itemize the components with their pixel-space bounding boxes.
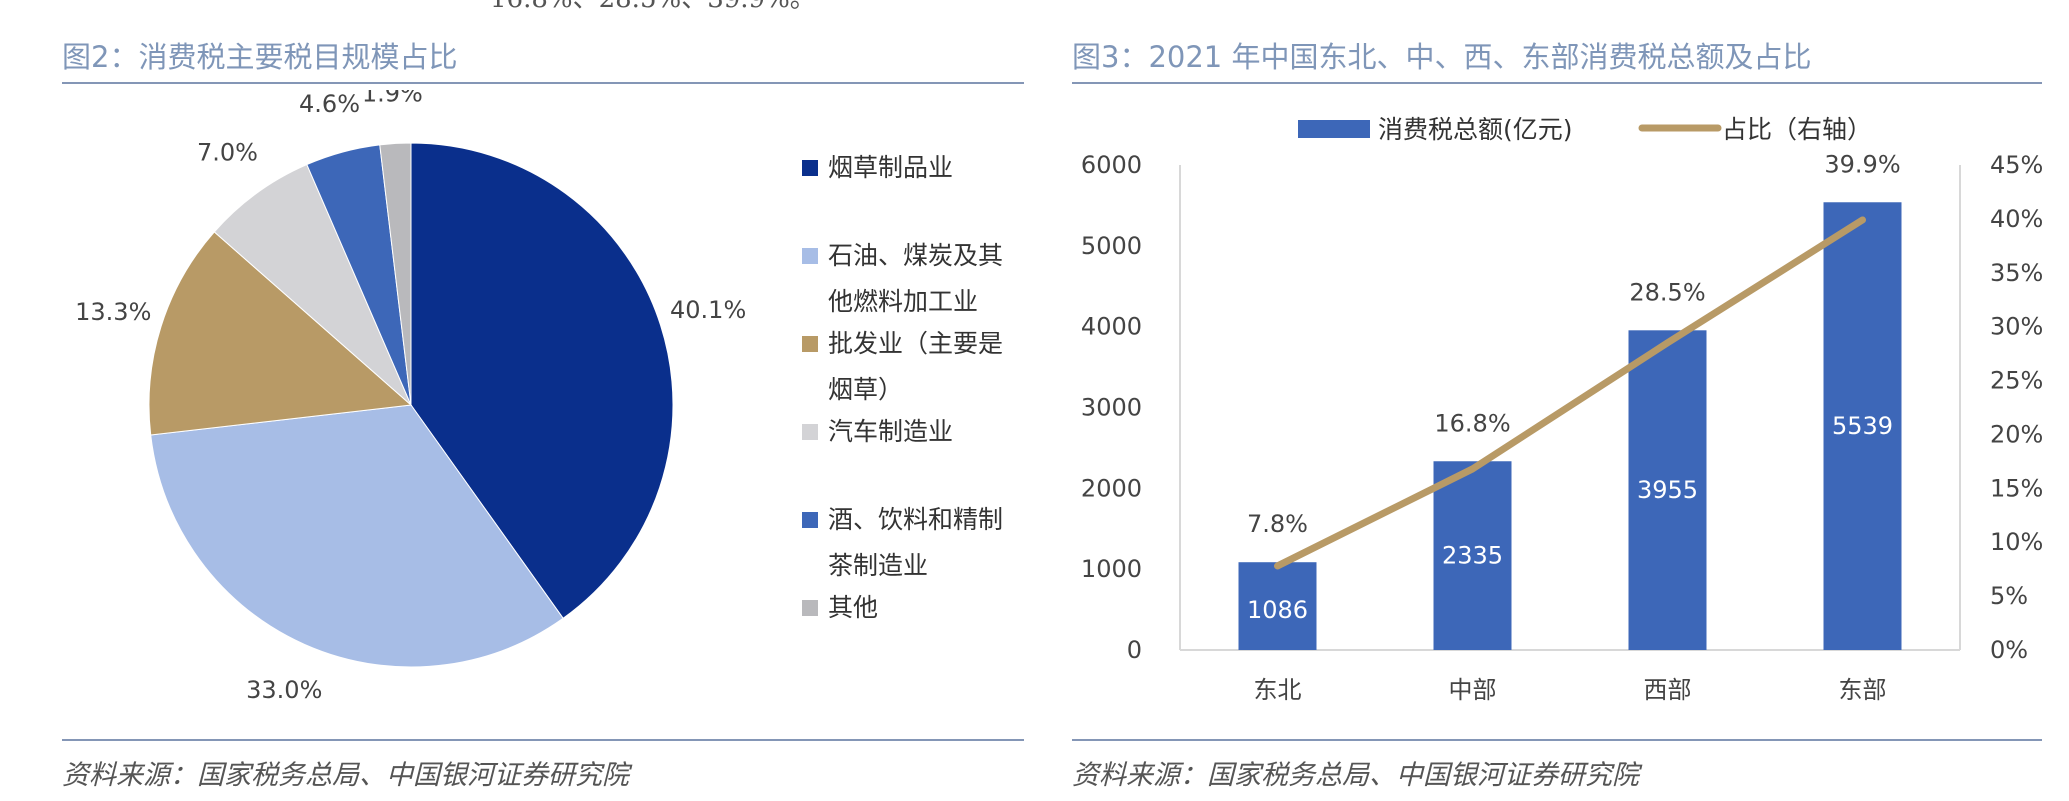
y-right-tick-label: 45% [1990, 151, 2043, 179]
y-right-tick-label: 15% [1990, 474, 2043, 502]
pie-slice [379, 142, 412, 406]
y-right-tick-label: 0% [1990, 636, 2028, 664]
pie-slice [150, 404, 564, 668]
legend-swatch [802, 160, 818, 176]
legend-label: 批发业（主要是 [828, 329, 1003, 358]
legend-label: 酒、饮料和精制 [828, 505, 1003, 534]
y-left-tick-label: 1000 [1081, 555, 1142, 583]
line-data-label: 7.8% [1247, 510, 1308, 538]
legend-label: 烟草制品业 [828, 153, 953, 182]
bar-value-label: 2335 [1442, 542, 1503, 570]
pie-data-label: 7.0% [197, 139, 258, 167]
y-left-tick-label: 4000 [1081, 313, 1142, 341]
y-right-tick-label: 20% [1990, 420, 2043, 448]
legend-swatch [802, 248, 818, 264]
x-tick-label: 东北 [1254, 676, 1302, 704]
share-line [1274, 216, 1866, 570]
legend-swatch [802, 600, 818, 616]
y-left-tick-label: 6000 [1081, 151, 1142, 179]
legend-swatch [802, 336, 818, 352]
y-left-tick-label: 3000 [1081, 394, 1142, 422]
pie-chart-source: 资料来源：国家税务总局、中国银河证券研究院 [62, 760, 629, 791]
y-right-tick-label: 35% [1990, 259, 2043, 287]
legend-swatch [802, 512, 818, 528]
legend-swatch-bar [1298, 120, 1370, 138]
line-data-label: 16.8% [1434, 409, 1510, 437]
bar-line-chart: 0 1000 2000 3000 4000 5000 6000 0% 5% 10% 15% 20% 25… [1081, 115, 2043, 704]
legend-label: 他燃料加工业 [828, 287, 978, 316]
legend-label: 茶制造业 [828, 551, 928, 580]
source-rule-left [62, 739, 1024, 741]
y-left-tick-label: 0 [1127, 636, 1142, 664]
y-left-tick-label: 2000 [1081, 474, 1142, 502]
y-right-tick-label: 30% [1990, 313, 2043, 341]
x-tick-label: 西部 [1644, 676, 1692, 704]
pie-data-label: 4.6% [299, 90, 360, 118]
pie-data-label: 1.9% [362, 90, 423, 108]
title-rule-right [1072, 82, 2042, 84]
legend-label: 其他 [828, 593, 878, 622]
bar [1628, 330, 1707, 650]
pie-chart-title: 图2：消费税主要税目规模占比 [62, 40, 458, 74]
x-tick-label: 中部 [1449, 676, 1497, 704]
line-data-label: 39.9% [1824, 150, 1900, 178]
pie-data-label: 40.1% [670, 296, 746, 324]
line-data-label: 28.5% [1629, 278, 1705, 306]
y-right-tick-label: 25% [1990, 367, 2043, 395]
y-right-tick-label: 40% [1990, 205, 2043, 233]
pie-slice [213, 163, 412, 406]
pie-slice [148, 231, 413, 436]
bar-value-label: 5539 [1832, 412, 1893, 440]
bar [1433, 461, 1512, 650]
pie-slice [410, 142, 674, 620]
legend-label: 石油、煤炭及其 [828, 241, 1003, 270]
legend-label: 汽车制造业 [828, 417, 953, 446]
y-right-tick-label: 5% [1990, 582, 2028, 610]
bar-value-label: 1086 [1247, 596, 1308, 624]
title-rule-left [62, 82, 1024, 84]
bar-value-label: 3955 [1637, 476, 1698, 504]
pie-data-label: 33.0% [246, 676, 322, 704]
x-tick-label: 东部 [1839, 676, 1887, 704]
legend-label-bar: 消费税总额(亿元) [1378, 115, 1573, 144]
legend-label: 烟草） [828, 375, 903, 404]
legend-swatch [802, 424, 818, 440]
bar [1823, 202, 1902, 650]
pie-data-label: 13.3% [75, 298, 151, 326]
bar-chart-source: 资料来源：国家税务总局、中国银河证券研究院 [1072, 760, 1639, 791]
source-rule-right [1072, 739, 2042, 741]
legend-label-line: 占比（右轴） [1722, 115, 1872, 144]
bar [1238, 562, 1317, 650]
y-left-tick-label: 5000 [1081, 232, 1142, 260]
bar-chart-title: 图3：2021 年中国东北、中、西、东部消费税总额及占比 [1072, 40, 1812, 74]
y-right-tick-label: 10% [1990, 528, 2043, 556]
pie-chart: 40.1% 33.0% 13.3% 7.0% 4.6% 1.9% 烟草制品业石油、煤炭及其他… [75, 90, 1003, 704]
overflow-body-text: 16.8%、28.5%、39.9%。 [490, 0, 816, 15]
